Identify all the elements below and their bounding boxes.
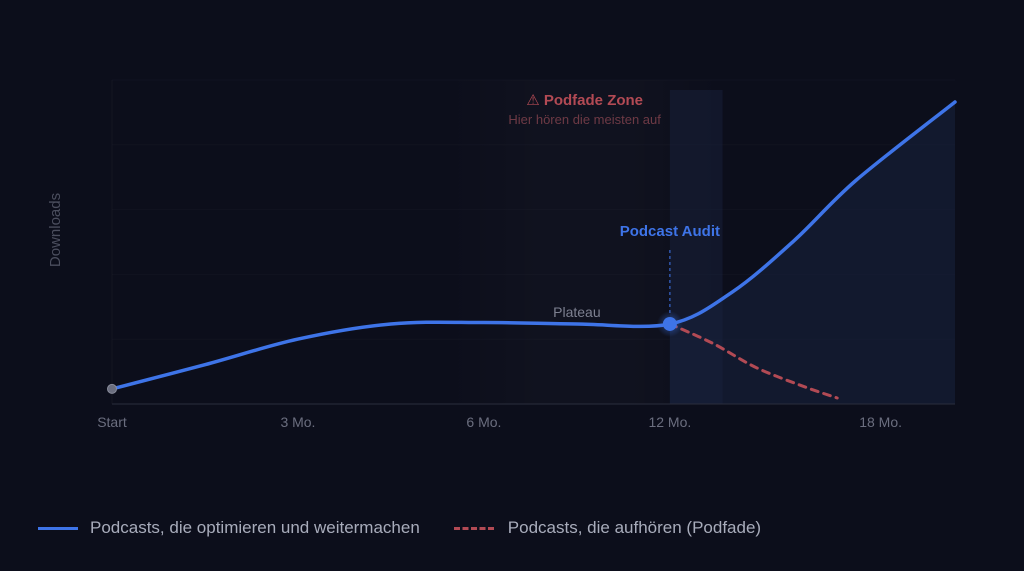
legend-swatch-dashed xyxy=(453,526,494,530)
growth-area-fill xyxy=(669,102,955,404)
plateau-label: Plateau xyxy=(553,304,600,320)
x-axis-ticks: Start 3 Mo. 6 Mo. 12 Mo. 18 Mo. xyxy=(97,414,902,430)
x-tick-label: Start xyxy=(97,414,127,430)
legend: Podcasts, die optimieren und weitermache… xyxy=(38,518,795,538)
legend-swatch-solid xyxy=(38,526,78,530)
y-axis-label: Downloads xyxy=(47,193,64,267)
series-line-optimize xyxy=(110,100,957,391)
chart: Downloads Start 3 Mo. 6 Mo. 12 Mo. 18 Mo. ⚠ … xyxy=(47,80,957,430)
start-point xyxy=(107,383,117,394)
audit-label: Podcast Audit xyxy=(620,223,720,240)
x-tick-label: 18 Mo. xyxy=(859,414,902,430)
x-tick-label: 6 Mo. xyxy=(466,414,501,430)
series-line-podfade xyxy=(668,322,839,400)
audit-point xyxy=(662,316,677,331)
x-tick-label: 12 Mo. xyxy=(648,414,691,430)
legend-item-optimize: Podcasts, die optimieren und weitermache… xyxy=(38,518,420,538)
legend-label-podfade: Podcasts, die aufhören (Podfade) xyxy=(507,518,762,537)
podfade-zone-title: ⚠ Podfade Zone xyxy=(526,92,643,109)
x-tick-label: 3 Mo. xyxy=(280,414,315,430)
podfade-zone-subtitle: Hier hören die meisten auf xyxy=(508,112,661,127)
legend-label-optimize: Podcasts, die optimieren und weitermache… xyxy=(90,518,420,537)
legend-item-podfade: Podcasts, die aufhören (Podfade) xyxy=(453,518,762,538)
